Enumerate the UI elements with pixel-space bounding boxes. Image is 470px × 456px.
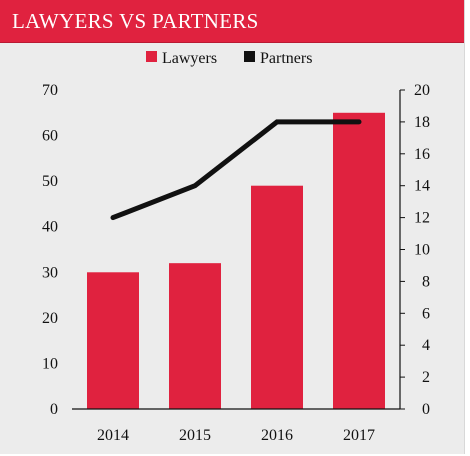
legend-swatch-partners: [244, 51, 255, 62]
right-y-tick-label: 6: [422, 305, 430, 322]
legend-label-partners: Partners: [260, 50, 312, 67]
legend: Lawyers Partners: [146, 50, 312, 67]
legend-label-lawyers: Lawyers: [162, 50, 217, 67]
left-y-tick-label: 40: [42, 219, 58, 236]
x-tick-label-2016: 2016: [261, 427, 293, 444]
left-y-tick-label: 50: [42, 173, 58, 190]
bar-lawyers-2014: [87, 272, 139, 409]
right-y-tick-label: 20: [414, 82, 430, 99]
right-y-tick-label: 8: [422, 273, 430, 290]
axes: 0 10 20 30 40 50 60 70 0 2 4 6 8 10 12 14 16 18 20 2014 2015…: [42, 82, 430, 444]
left-y-tick-label: 60: [42, 128, 58, 145]
left-y-tick-label: 0: [50, 401, 58, 418]
right-y-tick-label: 4: [422, 337, 430, 354]
right-y-tick-label: 18: [414, 114, 430, 131]
legend-swatch-lawyers: [146, 51, 157, 62]
line-partners: [110, 119, 362, 221]
left-y-tick-label: 30: [42, 264, 58, 281]
right-y-tick-label: 14: [414, 178, 430, 195]
bar-series-lawyers: [87, 112, 385, 410]
right-y-tick-label: 10: [414, 242, 430, 259]
left-y-tick-label: 10: [42, 355, 58, 372]
bar-lawyers-2015: [169, 263, 221, 409]
x-tick-label-2017: 2017: [343, 427, 375, 444]
right-y-tick-label: 0: [422, 401, 430, 418]
right-y-tick-label: 16: [414, 146, 430, 163]
x-tick-label-2014: 2014: [97, 427, 129, 444]
line-series-partners: [110, 119, 362, 221]
left-y-tick-label: 70: [42, 82, 58, 99]
title-bar: LAWYERS VS PARTNERS: [0, 0, 464, 43]
bar-lawyers-2017: [333, 112, 385, 410]
right-y-tick-label: 12: [414, 210, 430, 227]
x-tick-label-2015: 2015: [179, 427, 211, 444]
right-y-tick-label: 2: [422, 369, 430, 386]
chart-title: LAWYERS VS PARTNERS: [12, 9, 259, 33]
bar-lawyers-2016: [251, 185, 303, 409]
left-y-tick-label: 20: [42, 310, 58, 327]
